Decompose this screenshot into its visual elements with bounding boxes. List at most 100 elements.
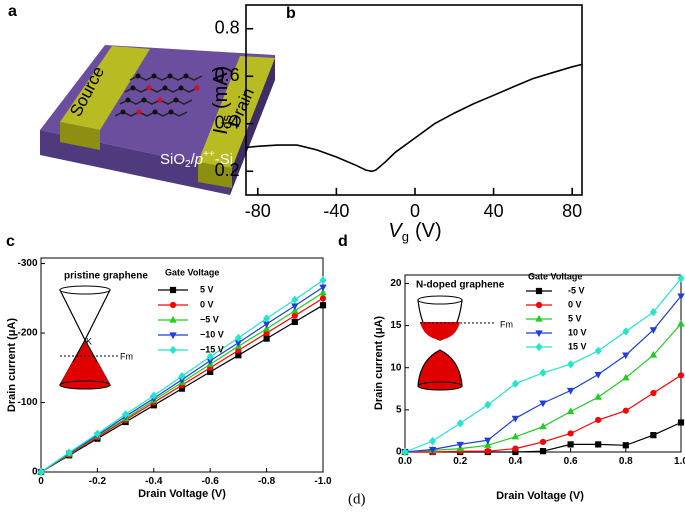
x-tick-label: -0.6 xyxy=(202,476,220,487)
marker xyxy=(93,429,101,438)
marker xyxy=(456,419,464,428)
substrate-part: 2 xyxy=(185,159,191,170)
substrate-part: ++ xyxy=(203,149,215,160)
axis-label-symbol: V xyxy=(388,220,403,242)
slab-side xyxy=(230,55,275,195)
marker xyxy=(622,327,630,336)
marker xyxy=(484,441,492,448)
y-tick-label: 0 xyxy=(32,467,38,478)
axis-label-subscript: ds xyxy=(219,115,234,129)
annotation: Fm xyxy=(120,351,133,361)
marker xyxy=(539,400,547,408)
graphene-sheet xyxy=(114,75,203,117)
marker xyxy=(677,274,685,283)
marker xyxy=(319,288,327,296)
panel-label: c xyxy=(6,233,15,250)
marker xyxy=(594,393,602,400)
legend-label: −10 V xyxy=(200,329,224,339)
marker xyxy=(511,432,520,440)
legend-label: 10 V xyxy=(568,327,587,337)
marker xyxy=(567,441,574,448)
marker xyxy=(456,441,464,449)
substrate-part: p xyxy=(194,151,203,168)
marker xyxy=(677,319,685,327)
x-tick-label: 0 xyxy=(410,201,420,221)
y-tick-label: 0.6 xyxy=(215,65,240,85)
marker xyxy=(262,324,271,332)
marker xyxy=(539,448,547,455)
marker xyxy=(484,448,491,455)
axis-label-unit: (mA) xyxy=(210,66,232,109)
axis-label: Drain current (μA) xyxy=(6,318,18,412)
legend-marker xyxy=(169,345,177,355)
marker xyxy=(263,335,270,342)
x-tick-label: -0.8 xyxy=(258,476,276,487)
source-electrode xyxy=(60,46,150,130)
marker xyxy=(595,416,602,424)
y-tick-label: 15 xyxy=(390,320,402,331)
marker xyxy=(263,314,271,323)
marker xyxy=(401,447,409,457)
marker xyxy=(567,360,575,369)
marker xyxy=(649,307,657,317)
y-tick-label: -100 xyxy=(17,397,37,408)
legend-label: 0 V xyxy=(200,299,214,309)
marker xyxy=(291,318,298,326)
marker xyxy=(291,295,299,304)
legend-marker xyxy=(535,287,543,295)
x-tick-label: 0.8 xyxy=(619,456,633,467)
y-tick-label: -300 xyxy=(17,258,37,269)
axis-label: Vg (V) xyxy=(388,220,441,244)
marker xyxy=(622,407,629,414)
marker xyxy=(539,438,547,445)
marker xyxy=(150,391,158,400)
legend-marker xyxy=(535,330,543,338)
source-front xyxy=(60,122,100,150)
axis-label: Drain Voltage (V) xyxy=(496,490,584,502)
legend-label: -5 V xyxy=(568,285,585,295)
marker xyxy=(649,350,658,358)
y-tick-label: 0 xyxy=(396,447,402,458)
y-tick-label: 10 xyxy=(390,362,402,373)
x-tick-label: 0 xyxy=(38,476,44,487)
marker xyxy=(319,302,327,309)
legend-label: 5 V xyxy=(568,313,582,323)
x-tick-label: 0.0 xyxy=(398,456,412,467)
y-tick-label: -200 xyxy=(17,328,37,339)
marker xyxy=(206,352,214,361)
marker xyxy=(234,333,242,343)
drain-electrode xyxy=(198,56,275,168)
legend-marker xyxy=(169,315,177,323)
marker xyxy=(319,295,327,302)
marker xyxy=(650,389,657,397)
plot-frame xyxy=(40,257,324,473)
y-tick-label: 0.2 xyxy=(215,160,240,180)
inset-c xyxy=(58,285,118,390)
x-tick-label: -0.2 xyxy=(89,476,107,487)
x-tick-label: -0.4 xyxy=(145,476,163,487)
axis-label: Drain current (μA) xyxy=(373,316,385,410)
substrate-part: / xyxy=(191,151,196,168)
marker xyxy=(291,306,299,314)
marker xyxy=(178,371,186,381)
marker xyxy=(484,437,492,445)
marker xyxy=(594,346,602,356)
x-tick-label: -1.0 xyxy=(314,476,332,487)
marker xyxy=(428,446,437,454)
marker xyxy=(291,303,299,311)
x-tick-label: 0.2 xyxy=(453,456,467,467)
legend-label: −5 V xyxy=(200,314,219,324)
legend-title: Gate Voltage xyxy=(528,271,582,281)
legend-marker xyxy=(535,314,543,322)
marker xyxy=(649,327,658,334)
marker xyxy=(429,436,437,446)
legend-label: 5 V xyxy=(200,284,214,294)
marker xyxy=(122,410,130,419)
schematic: Source Drain SiO2/p++-Si xyxy=(40,45,275,195)
legend-title: Gate Voltage xyxy=(165,267,219,277)
y-tick-label: 5 xyxy=(396,404,402,415)
legend-label: 0 V xyxy=(568,299,582,309)
panel-label: b xyxy=(286,5,296,22)
marker xyxy=(511,415,520,423)
legend-marker xyxy=(169,301,177,309)
